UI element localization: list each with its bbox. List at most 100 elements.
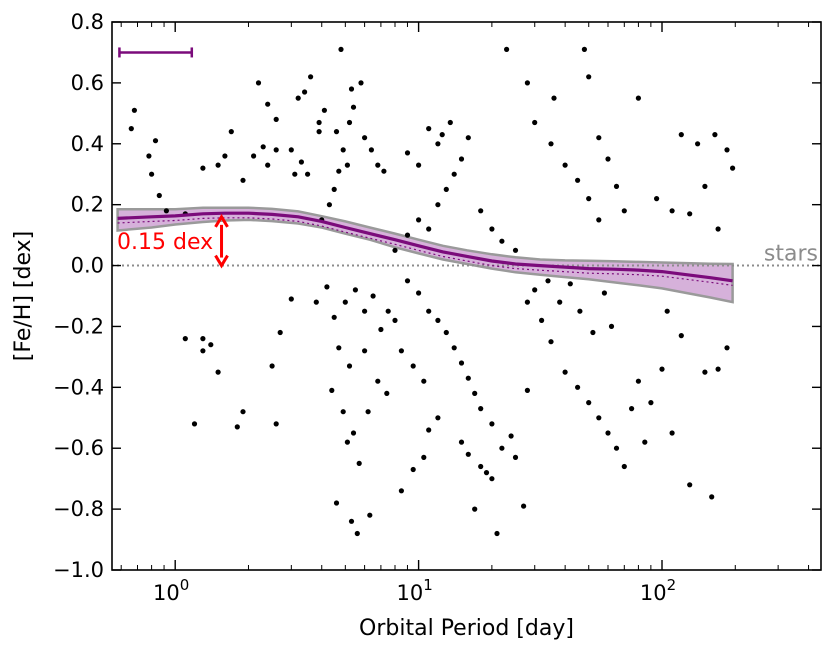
data-point (687, 482, 693, 488)
data-point (273, 421, 279, 427)
data-point (575, 384, 581, 390)
data-point (358, 80, 364, 86)
data-point (362, 348, 368, 354)
y-tick-label: −0.4 (53, 375, 104, 399)
data-point (567, 281, 573, 287)
data-point (664, 308, 670, 314)
data-point (443, 186, 449, 192)
data-point (465, 135, 471, 141)
data-point (316, 119, 322, 126)
data-point (678, 333, 684, 339)
stars-reference-label: stars (764, 242, 818, 267)
data-point (156, 192, 162, 199)
data-point (368, 147, 374, 153)
data-point (182, 336, 188, 342)
data-point (350, 104, 357, 110)
data-point (392, 317, 398, 323)
data-point (642, 439, 648, 445)
data-point (613, 183, 620, 189)
data-point (240, 177, 246, 183)
data-point (439, 132, 445, 138)
data-point (709, 494, 715, 500)
data-point (295, 95, 301, 101)
data-point (478, 406, 484, 412)
data-point (410, 363, 416, 369)
data-point (435, 141, 441, 147)
data-point (340, 147, 346, 153)
data-point (273, 116, 279, 122)
data-point (512, 247, 519, 253)
data-point (346, 119, 353, 126)
y-tick-label: −0.8 (53, 497, 104, 521)
data-point (472, 390, 478, 396)
data-point (478, 463, 484, 470)
data-point (426, 427, 432, 433)
data-point (378, 326, 384, 333)
data-point (702, 369, 708, 375)
data-point (608, 323, 615, 329)
data-point (435, 415, 441, 421)
data-point (715, 226, 721, 232)
data-point (613, 445, 620, 451)
data-point (458, 439, 465, 445)
data-point (200, 348, 206, 354)
data-point (596, 415, 602, 421)
data-point (590, 329, 596, 336)
data-point (426, 226, 432, 232)
data-point (483, 470, 490, 476)
data-point (447, 119, 453, 126)
data-point (404, 278, 411, 284)
data-point (586, 74, 592, 80)
data-point (451, 345, 457, 351)
data-point (669, 430, 675, 436)
data-point (489, 421, 495, 427)
data-point (669, 208, 675, 214)
data-point (532, 287, 538, 293)
y-tick-label: 0.2 (71, 193, 104, 217)
data-point (548, 141, 554, 147)
data-point (724, 147, 730, 153)
data-point (504, 46, 510, 53)
data-point (458, 156, 465, 162)
data-point (548, 339, 554, 345)
data-point (715, 366, 721, 372)
data-point (435, 202, 441, 208)
data-point (152, 138, 159, 144)
data-point (362, 135, 368, 141)
data-point (404, 232, 411, 238)
data-point (298, 159, 304, 165)
x-tick-exponent: 0 (180, 576, 190, 594)
data-point (621, 208, 627, 214)
data-point (350, 430, 357, 436)
data-point (404, 150, 411, 156)
data-point (344, 439, 350, 445)
data-point (654, 196, 660, 202)
data-point (648, 400, 654, 406)
data-point (539, 317, 545, 323)
reference-line-layer: stars (112, 242, 821, 267)
data-point (370, 293, 376, 299)
data-point (329, 387, 335, 393)
data-point (365, 409, 371, 415)
data-point (149, 171, 155, 177)
data-point (478, 208, 484, 214)
data-point (724, 345, 730, 351)
data-point (512, 454, 519, 460)
data-point (163, 208, 169, 214)
x-tick-label: 102 (640, 576, 676, 605)
data-point (240, 409, 246, 415)
data-point (499, 445, 505, 451)
data-point (596, 217, 602, 223)
data-point (416, 290, 422, 296)
data-point (577, 308, 583, 314)
x-tick-label: 100 (153, 576, 189, 605)
data-point (545, 278, 551, 284)
confidence-band (116, 206, 734, 304)
data-point (586, 400, 592, 406)
data-point (288, 296, 294, 302)
data-point (340, 409, 346, 415)
data-point (255, 80, 262, 86)
data-point (458, 360, 465, 366)
x-tick-exponent: 1 (423, 576, 433, 594)
